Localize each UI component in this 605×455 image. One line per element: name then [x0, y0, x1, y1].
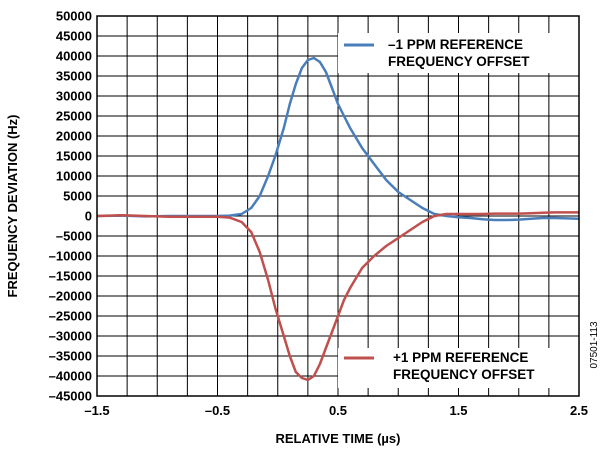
figure-id-label: 07501-113	[589, 321, 600, 369]
x-axis-tick-labels: –1.5 –0.5 0.5 1.5 2.5	[84, 403, 588, 418]
y-tick-label: 15000	[56, 149, 92, 164]
y-tick-label: –35000	[49, 349, 92, 364]
legend-bottom-background	[338, 348, 582, 388]
x-axis-title: RELATIVE TIME (µs)	[276, 431, 401, 446]
legend-top-background	[338, 33, 582, 73]
series-line-plus-1ppm	[96, 211, 579, 382]
y-tick-label: –45000	[49, 389, 92, 404]
y-tick-label: –25000	[49, 309, 92, 324]
y-tick-label: 20000	[56, 129, 92, 144]
y-tick-label: –10000	[49, 249, 92, 264]
x-tick-label: 2.5	[570, 403, 588, 418]
legend-label-minus-1ppm-line1: –1 PPM REFERENCE	[388, 37, 523, 52]
legend-label-plus-1ppm-line2: FREQUENCY OFFSET	[393, 367, 535, 382]
legend-top: –1 PPM REFERENCE FREQUENCY OFFSET	[338, 33, 582, 73]
chart-series	[96, 56, 580, 382]
y-tick-label: –40000	[49, 369, 92, 384]
y-tick-label: –30000	[49, 329, 92, 344]
x-tick-label: –0.5	[205, 403, 230, 418]
y-tick-label: –5000	[56, 229, 92, 244]
y-tick-label: 30000	[56, 89, 92, 104]
x-tick-label: 0.5	[329, 403, 347, 418]
plot-area-border	[96, 15, 580, 397]
y-tick-label: 0	[85, 209, 92, 224]
series-line-minus-1ppm	[96, 56, 580, 222]
y-tick-label: 50000	[56, 9, 92, 24]
legend-label-plus-1ppm-line1: +1 PPM REFERENCE	[393, 350, 528, 365]
y-tick-label: 35000	[56, 69, 92, 84]
x-tick-label: –1.5	[84, 403, 109, 418]
x-tick-label: 1.5	[449, 403, 467, 418]
y-tick-label: –15000	[49, 269, 92, 284]
chart-grid	[97, 16, 579, 396]
y-tick-label: 5000	[63, 189, 92, 204]
legend-bottom: +1 PPM REFERENCE FREQUENCY OFFSET	[338, 348, 582, 388]
y-tick-label: 25000	[56, 109, 92, 124]
y-tick-label: 40000	[56, 49, 92, 64]
y-axis-title: FREQUENCY DEVIATION (Hz)	[5, 115, 20, 298]
y-tick-label: –20000	[49, 289, 92, 304]
y-tick-label: 10000	[56, 169, 92, 184]
legend-label-minus-1ppm-line2: FREQUENCY OFFSET	[388, 54, 530, 69]
y-axis-tick-labels: 5000045000400003500030000250002000015000…	[49, 9, 92, 404]
y-tick-label: 45000	[56, 29, 92, 44]
